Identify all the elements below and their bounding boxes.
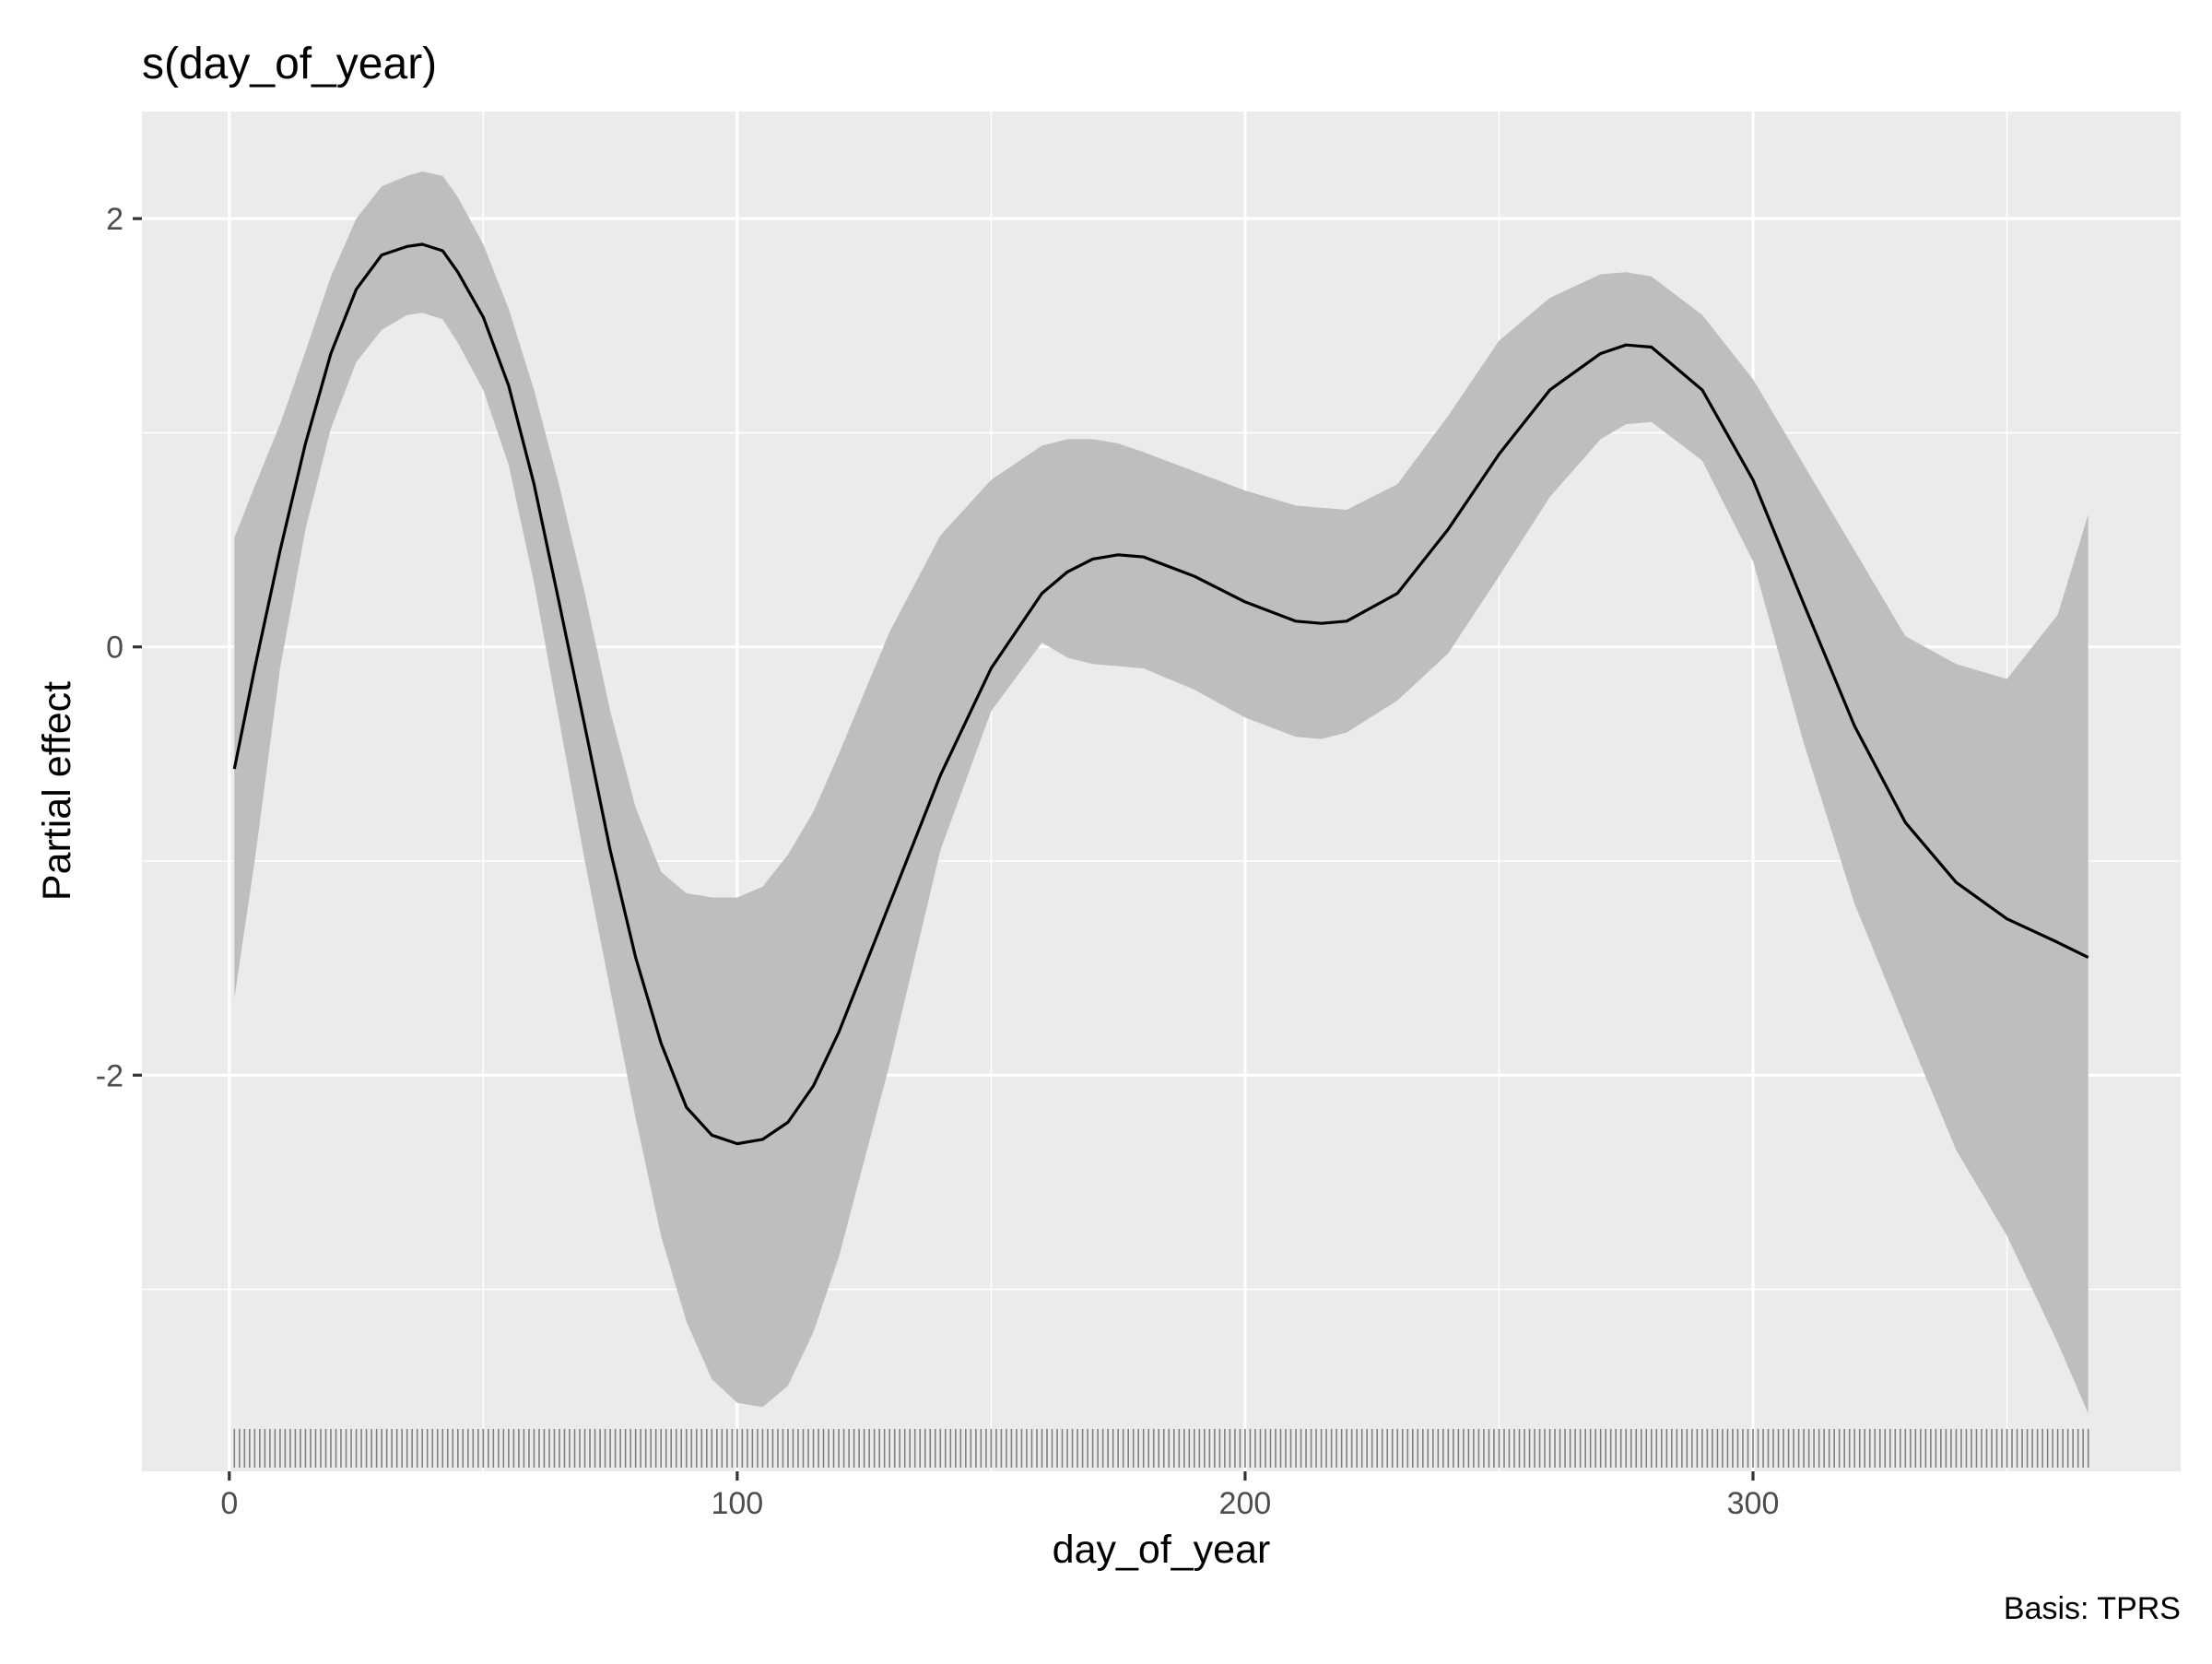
- x-tick-label: 200: [1219, 1486, 1272, 1521]
- x-tick-label: 300: [1727, 1486, 1780, 1521]
- chart-title: s(day_of_year): [142, 40, 437, 89]
- rug-marks: [233, 1429, 2089, 1468]
- smooth-line-layer: [232, 242, 2089, 1146]
- y-tick-label: -2: [96, 1058, 124, 1093]
- y-tick-label: 0: [106, 631, 124, 666]
- axes: 0 100 200 300 -2 0 2: [96, 202, 1780, 1521]
- x-tick-label: 100: [711, 1486, 763, 1521]
- x-tick-label: 0: [220, 1486, 238, 1521]
- y-axis-title: Partial effect: [35, 681, 79, 901]
- smooth-line: [232, 242, 2089, 1146]
- grid-lines: [142, 112, 2181, 1471]
- caption: Basis: TPRS: [2004, 1591, 2181, 1626]
- x-axis-title: day_of_year: [1053, 1528, 1271, 1572]
- confidence-band-layer: [234, 171, 2088, 1414]
- y-tick-label: 2: [106, 202, 124, 237]
- confidence-band: [234, 171, 2088, 1414]
